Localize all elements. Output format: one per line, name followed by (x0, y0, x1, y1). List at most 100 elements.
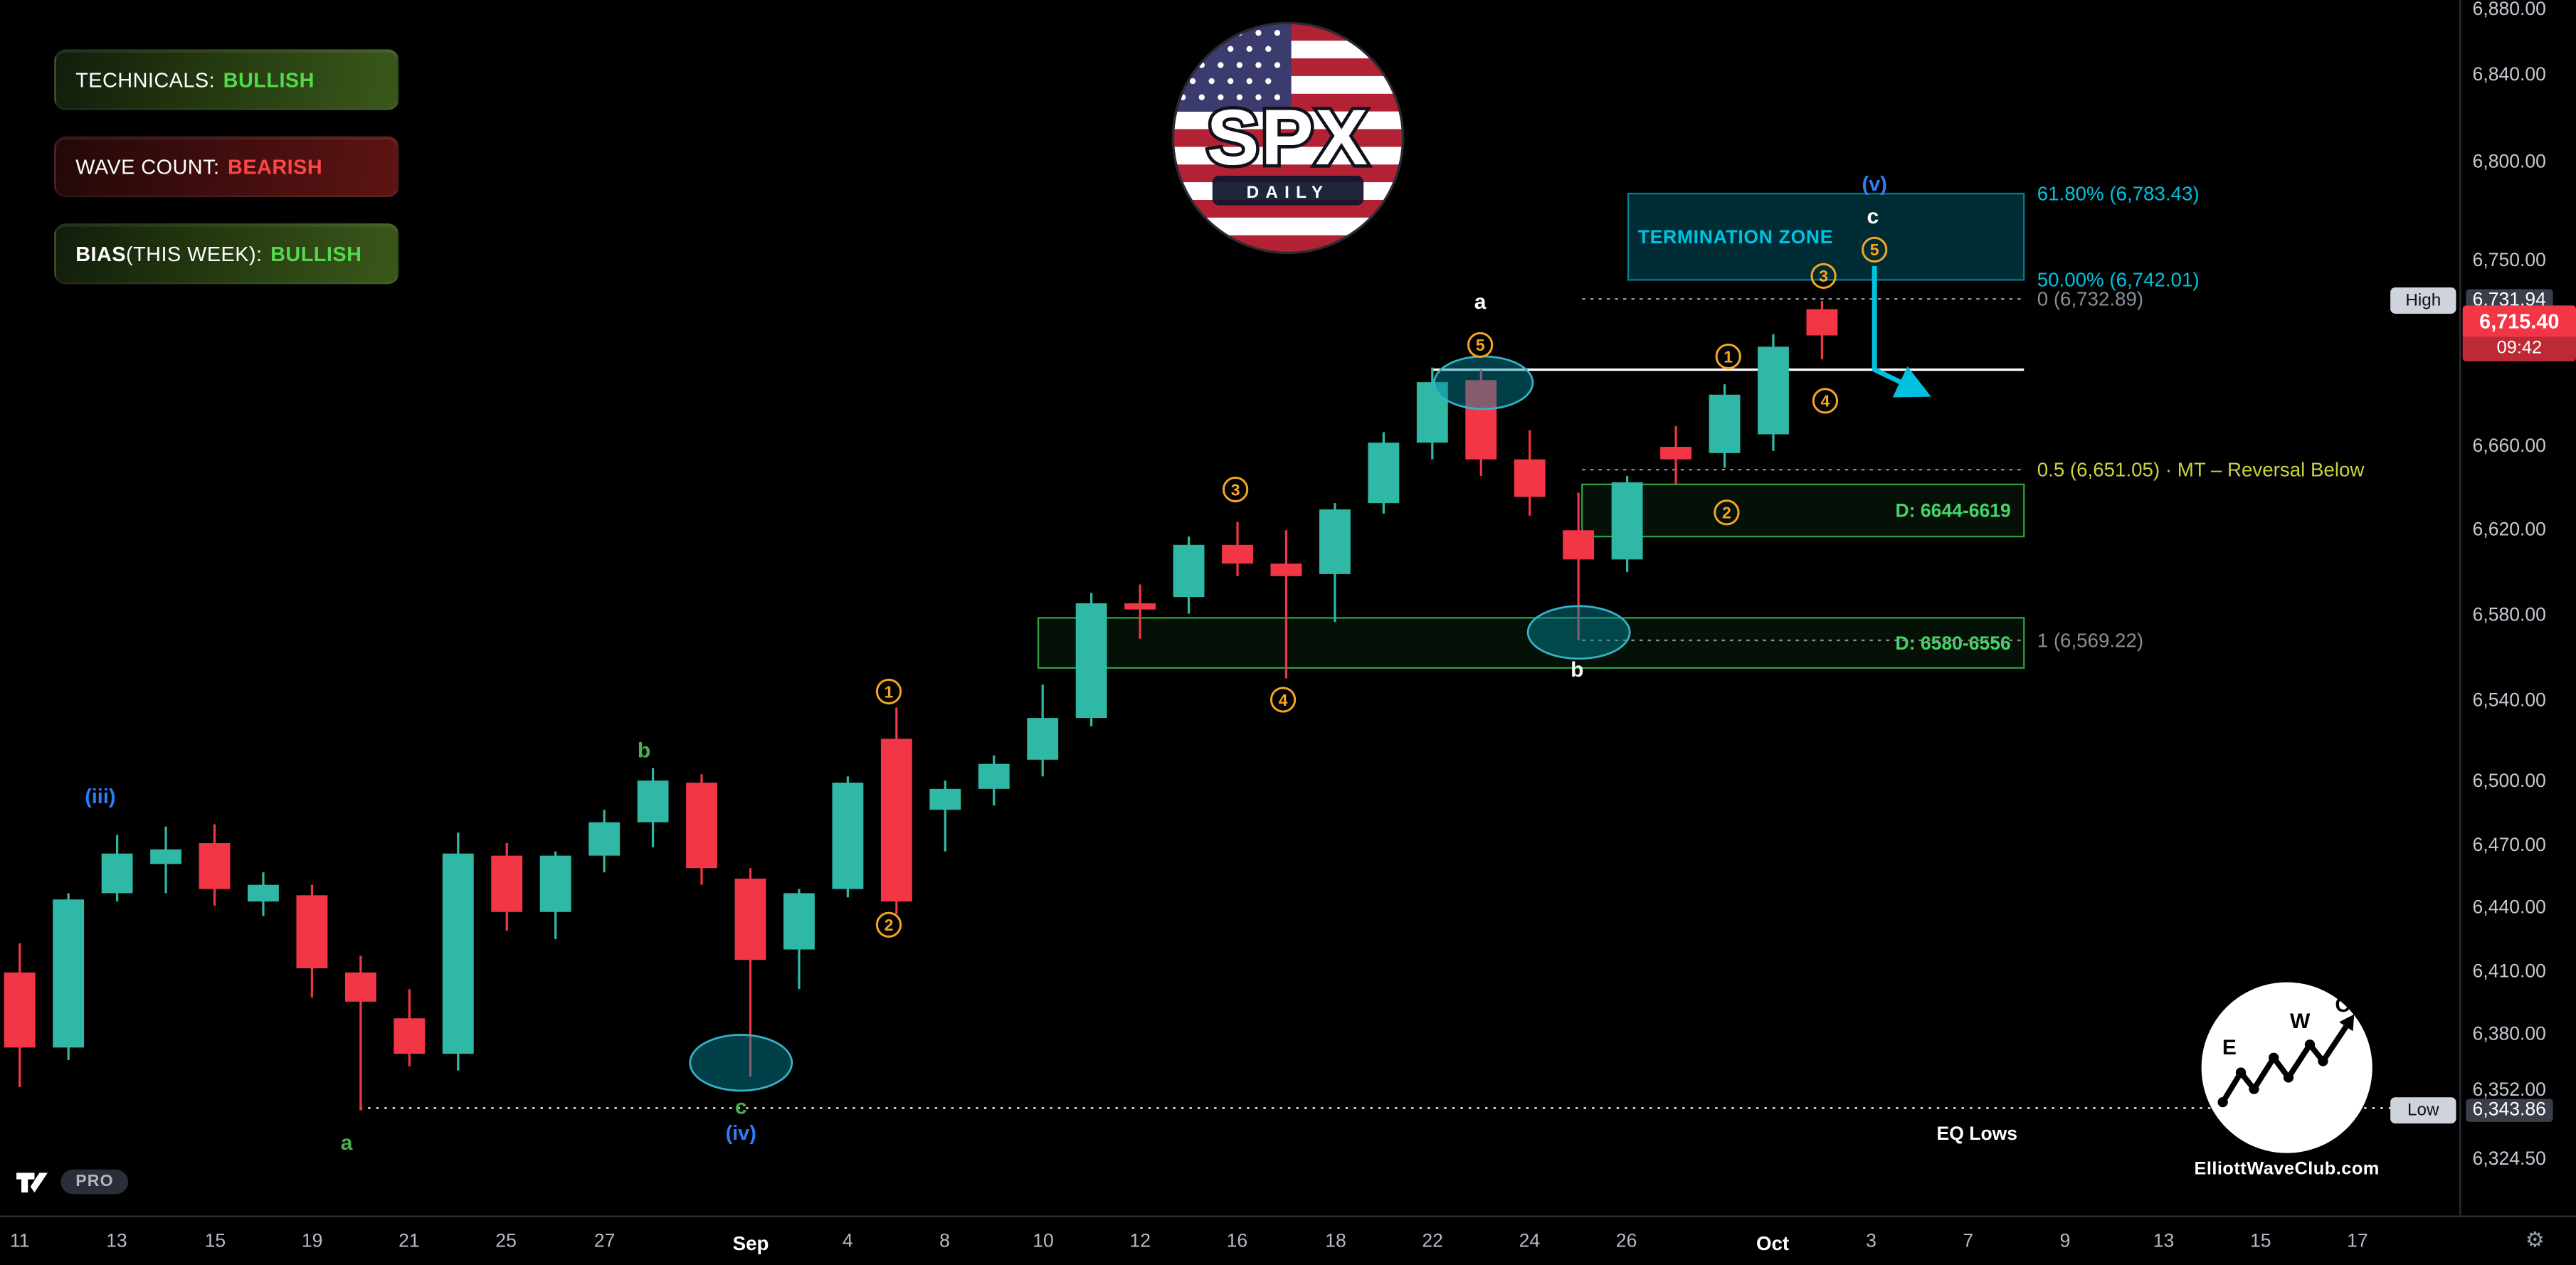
wave-label: b (638, 739, 650, 762)
candle-body (1563, 530, 1595, 560)
time-tick: 15 (204, 1232, 226, 1252)
price-tick: 6,380.00 (2472, 1025, 2546, 1045)
price-axis[interactable]: 6,731.94 6,343.86 6,715.40 09:42 6,880.0… (2459, 0, 2576, 1216)
low-label-chip: Low (2390, 1097, 2456, 1124)
candle-body (929, 788, 961, 810)
time-tick: 21 (398, 1232, 420, 1252)
axis-settings-gear-icon[interactable]: ⚙ (2525, 1227, 2545, 1252)
fib-level-label: 0.5 (6,651.05) · MT – Reversal Below (2037, 458, 2365, 480)
price-tick: 6,410.00 (2472, 962, 2546, 983)
candlestick-chart: D: 6644-6619 D: 6580-6556 61.80% (6,783.43… (4, 173, 2448, 1155)
low-price-value: 6,343.86 (2466, 1099, 2553, 1122)
price-tick: 6,540.00 (2472, 691, 2546, 711)
candle-body (832, 783, 864, 889)
price-tick: 6,324.50 (2472, 1150, 2546, 1170)
wave-degree-number: 4 (1279, 691, 1288, 709)
candle-body (1124, 603, 1156, 610)
wave-degree-circle (875, 911, 902, 938)
candle-body (101, 853, 133, 894)
time-tick: 12 (1129, 1232, 1151, 1252)
bias-badge: BIAS (THIS WEEK): BULLISH (54, 223, 400, 285)
wave-count-badge: WAVE COUNT: BEARISH (54, 136, 400, 198)
candle-body (442, 853, 474, 1054)
time-tick: 26 (1615, 1232, 1637, 1252)
time-axis[interactable]: 11 13 15 19 21 25 27 Sep 4 8 10 12 16 18 22 24 26 Oct 3 7 9 1… (0, 1215, 2576, 1265)
candle-body (199, 843, 231, 889)
candle-body (1465, 380, 1497, 460)
time-tick: 25 (495, 1232, 517, 1252)
time-tick: 8 (939, 1232, 950, 1252)
candle-body (1611, 482, 1643, 560)
time-tick: 17 (2347, 1232, 2368, 1252)
chart-plot-area[interactable]: D: 6644-6619 D: 6580-6556 61.80% (6,783.43… (0, 0, 2459, 1215)
time-tick: 27 (593, 1232, 616, 1252)
candle-body (394, 1018, 426, 1054)
projection-arrow (1872, 266, 1931, 398)
last-price-chip: 6,715.40 09:42 (2462, 305, 2576, 362)
wave-degree-circle (1269, 687, 1297, 713)
candle-body (53, 899, 85, 1048)
price-tick: 6,500.00 (2472, 772, 2546, 792)
highlight-ellipse (1526, 605, 1631, 660)
wave-label: b (1571, 658, 1583, 682)
time-tick: 3 (1866, 1232, 1876, 1252)
fib-level-label: 50.00% (6,742.01) (2037, 269, 2200, 291)
candle-body (880, 739, 912, 902)
wave-degree-number: 3 (1819, 267, 1828, 285)
time-tick: 7 (1963, 1232, 1974, 1252)
spx-logo: SPX DAILY (1170, 18, 1406, 266)
tradingview-logo-icon (16, 1173, 48, 1193)
candle-body (1270, 563, 1302, 576)
candle-body (1758, 346, 1789, 435)
candle-body (1368, 443, 1400, 504)
time-tick: 13 (2153, 1232, 2175, 1252)
high-label-chip: High (2390, 287, 2456, 314)
wave-label: a (1474, 290, 1487, 314)
candle-body (150, 849, 181, 864)
badge-value: BULLISH (270, 242, 362, 265)
candle-body (1222, 544, 1253, 564)
wave-degree-circle (1222, 476, 1249, 503)
time-tick: 18 (1325, 1232, 1346, 1252)
wave-label: a (341, 1131, 353, 1155)
candle-body (1416, 382, 1448, 443)
time-tick: 16 (1226, 1232, 1248, 1252)
wave-degree-number: 2 (885, 916, 894, 934)
price-tick: 6,470.00 (2472, 836, 2546, 856)
technicals-badge: TECHNICALS: BULLISH (54, 49, 400, 110)
candle-body (248, 884, 279, 902)
wave-degree-number: 5 (1870, 240, 1879, 259)
ewc-letter-c: C (2335, 993, 2350, 1017)
badge-value: BEARISH (228, 155, 323, 179)
candle-body (1075, 603, 1107, 719)
candle-body (296, 895, 328, 968)
time-tick: 22 (1422, 1232, 1443, 1252)
wave-degree-number: 3 (1231, 480, 1240, 499)
candle-body (686, 783, 717, 869)
tradingview-attribution[interactable]: PRO (15, 1168, 129, 1195)
badge-bold: BIAS (75, 242, 127, 265)
candle-body (978, 763, 1010, 789)
wave-degree-number: 1 (1724, 347, 1733, 366)
candle-body (539, 855, 571, 912)
elliottwaveclub-url: ElliottWaveClub.com (2194, 1159, 2380, 1180)
demand-zone-label: D: 6580-6556 (1896, 632, 2011, 654)
wave-label: (iii) (85, 785, 115, 808)
time-tick: 9 (2059, 1232, 2071, 1252)
candle-body (637, 780, 669, 822)
price-tick: 6,840.00 (2472, 65, 2546, 86)
wave-label: (v) (1862, 173, 1887, 196)
wave-degree-circle (1810, 263, 1837, 289)
candle-body (588, 822, 621, 856)
bar-countdown: 09:42 (2462, 337, 2576, 362)
time-tick: Sep (732, 1232, 769, 1255)
termination-zone-label: TERMINATION ZONE (1638, 226, 1833, 248)
time-tick: Oct (1756, 1232, 1790, 1255)
price-tick: 6,440.00 (2472, 898, 2546, 919)
price-tick: 6,352.00 (2472, 1081, 2546, 1101)
wave-label: c (735, 1095, 747, 1118)
price-tick: 6,800.00 (2472, 152, 2546, 173)
candle-body (1806, 309, 1838, 336)
price-tick: 6,620.00 (2472, 520, 2546, 541)
